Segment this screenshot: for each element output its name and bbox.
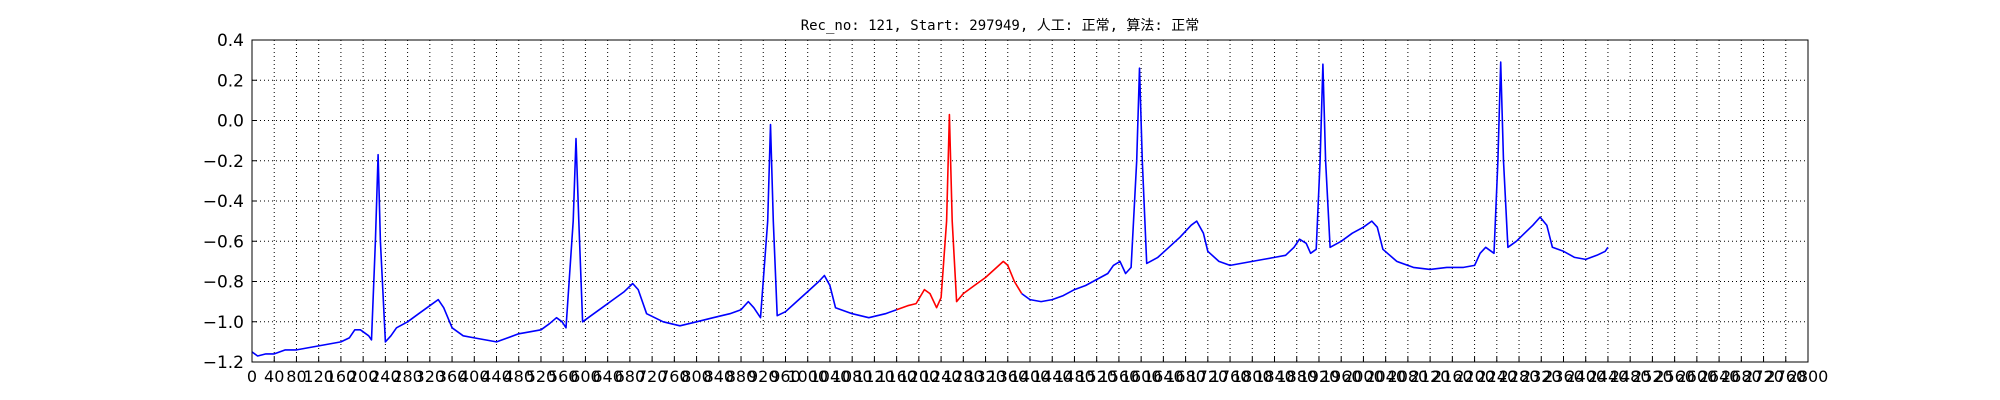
series-line-3 — [1021, 61, 1609, 303]
y-tick-label: −1.0 — [203, 313, 244, 333]
x-tick-label: 160 — [326, 367, 357, 386]
y-tick-label: −1.2 — [203, 353, 244, 373]
x-tick-label: 320 — [415, 367, 446, 386]
x-tick-label: 920 — [748, 367, 779, 386]
x-tick-label: 2680 — [1721, 367, 1762, 386]
x-tick-label: 1600 — [1121, 367, 1162, 386]
x-tick-label: 280 — [392, 367, 423, 386]
x-tick-label: 1400 — [1010, 367, 1051, 386]
x-tick-label: 600 — [570, 367, 601, 386]
x-tick-label: 1760 — [1210, 367, 1251, 386]
x-tick-label: 2760 — [1765, 367, 1806, 386]
y-tick-label: −0.6 — [203, 232, 244, 252]
x-tick-label: 1200 — [898, 367, 939, 386]
y-tick-label: −0.8 — [203, 273, 244, 293]
x-tick-label: 1240 — [921, 367, 962, 386]
x-tick-label: 2160 — [1432, 367, 1473, 386]
y-tick-label: 0.4 — [217, 31, 244, 51]
x-tick-label: 2040 — [1365, 367, 1406, 386]
x-tick-label: 1720 — [1187, 367, 1228, 386]
x-tick-label: 1680 — [1165, 367, 1206, 386]
x-tick-label: 2480 — [1610, 367, 1651, 386]
x-tick-label: 1920 — [1299, 367, 1340, 386]
x-tick-label: 520 — [526, 367, 557, 386]
x-tick-label: 240 — [370, 367, 401, 386]
x-tick-label: 1960 — [1321, 367, 1362, 386]
x-tick-label: 760 — [659, 367, 690, 386]
x-tick-label: 840 — [704, 367, 735, 386]
chart-title: Rec_no: 121, Start: 297949, 人工: 正常, 算法: … — [801, 18, 1200, 34]
x-tick-label: 1560 — [1099, 367, 1140, 386]
x-tick-label: 560 — [548, 367, 579, 386]
x-tick-label: 2560 — [1654, 367, 1695, 386]
x-tick-label: 800 — [681, 367, 712, 386]
x-tick-label: 440 — [481, 367, 512, 386]
signal-series — [251, 61, 1609, 357]
x-tick-label: 2520 — [1632, 367, 1673, 386]
x-tick-label: 1160 — [876, 367, 917, 386]
x-tick-label: 1000 — [787, 367, 828, 386]
x-tick-label: 1120 — [854, 367, 895, 386]
x-tick-label: 40 — [264, 367, 284, 386]
x-tick-label: 960 — [770, 367, 801, 386]
x-tick-label: 2000 — [1343, 367, 1384, 386]
series-line-1 — [251, 123, 897, 357]
x-tick-label: 480 — [503, 367, 534, 386]
x-tick-label: 1880 — [1276, 367, 1317, 386]
x-tick-label: 1800 — [1232, 367, 1273, 386]
x-tick-label: 200 — [348, 367, 379, 386]
x-tick-label: 2800 — [1788, 367, 1829, 386]
x-tick-label: 1280 — [943, 367, 984, 386]
x-tick-label: 2080 — [1388, 367, 1429, 386]
y-tick-label: −0.4 — [203, 192, 244, 212]
series-line-2 — [896, 113, 1023, 311]
x-tick-label: 680 — [615, 367, 646, 386]
x-tick-label: 2400 — [1565, 367, 1606, 386]
x-tick-label: 1840 — [1254, 367, 1295, 386]
x-tick-label: 880 — [726, 367, 757, 386]
x-tick-label: 1520 — [1076, 367, 1117, 386]
grid-lines — [251, 39, 1809, 363]
x-tick-label: 720 — [637, 367, 668, 386]
y-tick-label: 0.2 — [217, 71, 244, 91]
x-tick-label: 1320 — [965, 367, 1006, 386]
x-tick-label: 1360 — [987, 367, 1028, 386]
x-tick-label: 80 — [286, 367, 306, 386]
x-tick-label: 400 — [459, 367, 490, 386]
y-tick-label: −0.2 — [203, 152, 244, 172]
x-tick-label: 2280 — [1499, 367, 1540, 386]
x-tick-label: 1080 — [832, 367, 873, 386]
x-tick-label: 2600 — [1676, 367, 1717, 386]
x-tick-label: 640 — [592, 367, 623, 386]
x-tick-label: 1640 — [1143, 367, 1184, 386]
x-tick-label: 2720 — [1743, 367, 1784, 386]
x-tick-label: 120 — [303, 367, 334, 386]
x-axis: 0 40 8012016020024028032036040044048052056… — [247, 357, 1828, 386]
x-tick-label: 2360 — [1543, 367, 1584, 386]
x-tick-label: 1040 — [810, 367, 851, 386]
x-tick-label: 2440 — [1588, 367, 1629, 386]
x-tick-label: 2640 — [1699, 367, 1740, 386]
x-tick-label: 2200 — [1454, 367, 1495, 386]
y-axis: 0.4 0.2 0.0 −0.2 −0.4 −0.6 −0.8 −1.0 −1.2 — [203, 31, 257, 373]
x-tick-label: 0 — [247, 367, 257, 386]
x-tick-label: 1440 — [1032, 367, 1073, 386]
x-tick-label: 1480 — [1054, 367, 1095, 386]
x-tick-label: 2120 — [1410, 367, 1451, 386]
x-tick-label: 2320 — [1521, 367, 1562, 386]
y-tick-label: 0.0 — [217, 112, 244, 132]
x-tick-label: 2240 — [1476, 367, 1517, 386]
x-tick-label: 360 — [437, 367, 468, 386]
